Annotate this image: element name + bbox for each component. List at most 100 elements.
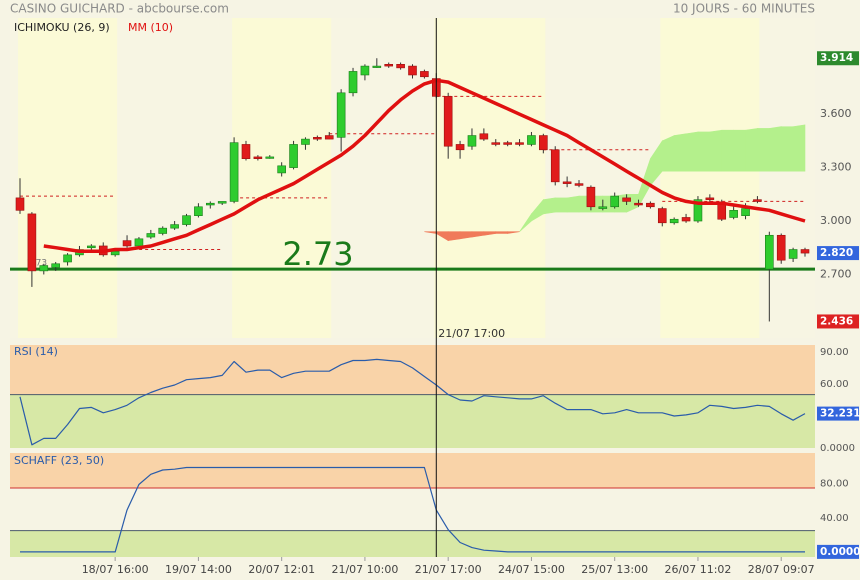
candle-body — [443, 96, 453, 147]
session-band — [434, 18, 546, 338]
cloud-segment — [745, 128, 758, 172]
x-tick-label: 26/07 11:02 — [665, 563, 732, 576]
candle-body — [206, 202, 215, 206]
y-tick-label: 3.600 — [820, 107, 852, 120]
moving-average — [43, 78, 806, 254]
y-tick-label: 2.700 — [820, 267, 852, 280]
cloud-segment — [507, 231, 520, 234]
zone-below — [10, 394, 815, 448]
candle-body — [134, 238, 144, 247]
candle-body — [39, 265, 49, 272]
price-label: 2.436 — [820, 315, 853, 327]
candle-body — [634, 202, 643, 206]
x-tick-label: 21/07 17:00 — [415, 563, 482, 576]
x-tick-label: 18/07 16:00 — [82, 563, 149, 576]
candle-body — [336, 92, 346, 138]
candle-body — [51, 263, 60, 268]
price-label-box — [817, 314, 859, 329]
candle-body — [705, 197, 715, 200]
cloud-segment — [447, 231, 461, 241]
candle-body — [729, 210, 738, 218]
candle-body — [598, 206, 608, 209]
indicator-line — [20, 466, 805, 553]
panel-title: RSI (14) — [14, 345, 58, 358]
candle-body — [348, 71, 358, 94]
x-tick-label: 24/07 15:00 — [498, 563, 565, 576]
candle-body — [217, 201, 227, 204]
cloud-segment — [721, 129, 734, 172]
price-label: 2.820 — [820, 247, 853, 259]
price-label-box — [817, 406, 859, 421]
cloud-segment — [495, 231, 508, 234]
candle-body — [527, 135, 536, 145]
candle-body — [681, 217, 691, 222]
candle-body — [241, 144, 251, 159]
price-label-box — [817, 544, 859, 559]
candle-body — [788, 249, 798, 259]
indicator-legend: ICHIMOKU (26, 9) — [14, 21, 110, 34]
candle-body — [776, 234, 786, 261]
cloud-segment — [685, 131, 699, 172]
cloud-segment — [792, 124, 806, 172]
price-label-box — [817, 246, 859, 261]
candle-body — [194, 206, 203, 216]
candle-body — [491, 142, 501, 145]
candle-body — [146, 233, 156, 238]
candle-body — [15, 197, 25, 211]
chart-subtitle: 10 JOURS - 60 MINUTES — [673, 2, 815, 16]
candle-body — [420, 71, 429, 78]
candle-body — [479, 133, 489, 140]
y-tick-label: 90.00 — [820, 347, 849, 358]
session-band — [18, 18, 118, 338]
zone-above — [10, 345, 815, 395]
price-label-box — [817, 51, 859, 66]
y-tick-label: 40.00 — [820, 513, 849, 524]
candle-body — [610, 195, 619, 208]
candle-body — [372, 65, 382, 68]
session-band — [660, 18, 760, 338]
candle-body — [396, 64, 405, 69]
candle-body — [622, 197, 631, 202]
candle-body — [503, 142, 512, 145]
candle-body — [515, 142, 524, 145]
cloud-segment — [769, 126, 782, 172]
candle-body — [289, 144, 298, 168]
layers: 2.700 3.000 3.300 3.600 2.73 2.73 3.914 2.820 2.… — [10, 18, 860, 576]
candle-body — [657, 208, 667, 224]
candle-body — [693, 199, 703, 222]
cloud-segment — [554, 197, 568, 213]
cloud-segment — [780, 126, 794, 172]
candle-body — [253, 156, 263, 159]
x-tick-label: 25/07 13:00 — [581, 563, 648, 576]
zone-above — [10, 453, 815, 488]
candle-body — [158, 227, 168, 234]
candle-body — [741, 208, 750, 216]
support-label-small: 2.73 — [27, 259, 47, 269]
candle-body — [408, 65, 417, 76]
candle-body — [63, 254, 72, 263]
y-tick-label: 3.000 — [820, 214, 852, 227]
support-label: 2.73 — [282, 235, 353, 273]
candle-body — [229, 142, 239, 202]
candle-body — [586, 186, 596, 208]
candle-body — [170, 224, 179, 229]
cloud-segment — [697, 131, 711, 172]
cloud-segment — [566, 195, 580, 213]
price-label: 32.231 — [820, 408, 860, 420]
price-label: 3.914 — [820, 52, 853, 64]
candle-body — [265, 156, 275, 159]
cloud-segment — [709, 129, 723, 172]
candle-body — [467, 135, 477, 147]
cloud-segment — [673, 133, 687, 172]
y-tick-label: 80.00 — [820, 479, 849, 490]
y-tick-label: 60.00 — [820, 379, 849, 390]
candle-body — [717, 202, 727, 220]
zone-below — [10, 530, 815, 557]
cloud-segment — [757, 128, 770, 172]
cloud-segment — [661, 135, 675, 172]
session-band — [232, 18, 332, 338]
y-tick-label: 3.300 — [820, 161, 852, 174]
cursor-label: 21/07 17:00 — [438, 327, 505, 340]
candle-body — [182, 215, 191, 225]
